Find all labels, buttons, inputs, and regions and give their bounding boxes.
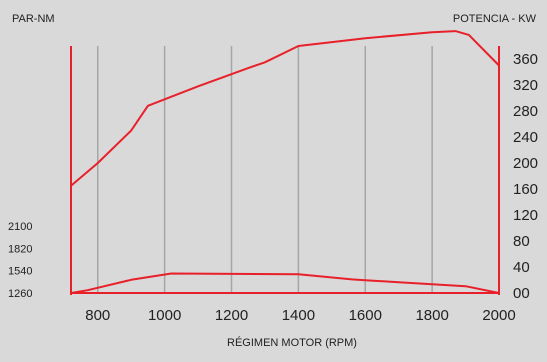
right-tick-label-160: 160	[513, 181, 538, 198]
left-tick-label-2100: 2100	[8, 221, 32, 233]
torque-series-line	[70, 272, 500, 294]
left-tick-label-1260: 1260	[8, 288, 32, 300]
x-tick-label-1600: 1600	[349, 307, 382, 324]
right-tick-label-0: 00	[513, 285, 530, 302]
right-tick-label-360: 360	[513, 51, 538, 68]
x-tick-label-1400: 1400	[282, 307, 315, 324]
right-tick-label-40: 40	[513, 259, 530, 276]
x-tick-label-1800: 1800	[415, 307, 448, 324]
right-tick-label-280: 280	[513, 103, 538, 120]
x-tick-label-2000: 2000	[482, 307, 515, 324]
right-axis-title: POTENCIA - KW	[453, 13, 537, 25]
x-tick-label-1200: 1200	[215, 307, 248, 324]
vertical-gridlines	[97, 46, 433, 293]
right-tick-label-320: 320	[513, 77, 538, 94]
left-axis-title: PAR-NM	[12, 13, 55, 25]
right-tick-label-120: 120	[513, 207, 538, 224]
right-tick-label-240: 240	[513, 129, 538, 146]
x-tick-labels: 800 1000 1200 1400 1600 1800 2000	[85, 307, 515, 324]
power-series-line	[70, 30, 500, 187]
right-tick-labels: 00 40 80 120 160 200 240 280 320 360	[513, 51, 538, 302]
left-tick-label-1820: 1820	[8, 243, 32, 255]
x-axis-title: RÉGIMEN MOTOR (RPM)	[227, 336, 357, 349]
x-tick-label-800: 800	[85, 307, 110, 324]
series-group	[70, 30, 500, 294]
right-tick-label-200: 200	[513, 155, 538, 172]
left-tick-label-1540: 1540	[8, 266, 32, 278]
x-tick-label-1000: 1000	[148, 307, 181, 324]
right-tick-label-80: 80	[513, 233, 530, 250]
left-tick-labels: 1260 1540 1820 2100	[8, 221, 32, 300]
